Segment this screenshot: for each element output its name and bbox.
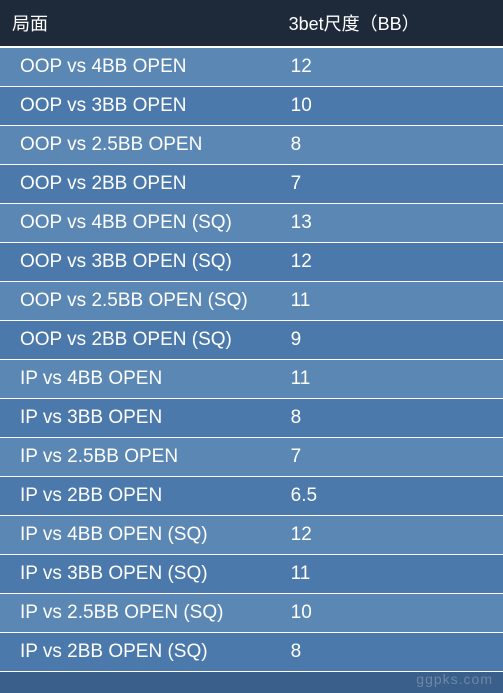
header-situation: 局面: [0, 0, 277, 47]
table-row: OOP vs 3BB OPEN (SQ)12: [0, 243, 503, 282]
cell-size: 9: [277, 321, 503, 360]
cell-situation: IP vs 2BB OPEN: [0, 477, 277, 516]
cell-situation: OOP vs 2.5BB OPEN: [0, 126, 277, 165]
cell-situation: IP vs 2BB OPEN (SQ): [0, 633, 277, 672]
table-row: IP vs 2BB OPEN (SQ)8: [0, 633, 503, 672]
cell-situation: IP vs 2.5BB OPEN (SQ): [0, 594, 277, 633]
table-row: OOP vs 2.5BB OPEN (SQ)11: [0, 282, 503, 321]
cell-situation: IP vs 4BB OPEN: [0, 360, 277, 399]
cell-situation: IP vs 2.5BB OPEN: [0, 438, 277, 477]
table-row: IP vs 2.5BB OPEN (SQ)10: [0, 594, 503, 633]
cell-size: 7: [277, 165, 503, 204]
cell-size: 10: [277, 87, 503, 126]
cell-situation: OOP vs 4BB OPEN (SQ): [0, 204, 277, 243]
cell-size: 12: [277, 516, 503, 555]
cell-size: 11: [277, 555, 503, 594]
cell-situation: OOP vs 2.5BB OPEN (SQ): [0, 282, 277, 321]
cell-situation: IP vs 4BB OPEN (SQ): [0, 516, 277, 555]
watermark-text: ggpks.com: [416, 671, 493, 687]
table-row: OOP vs 4BB OPEN12: [0, 47, 503, 87]
table-row: IP vs 4BB OPEN (SQ)12: [0, 516, 503, 555]
cell-situation: IP vs 3BB OPEN: [0, 399, 277, 438]
cell-situation: OOP vs 2BB OPEN: [0, 165, 277, 204]
table-row: OOP vs 2.5BB OPEN8: [0, 126, 503, 165]
table-row: IP vs 3BB OPEN (SQ)11: [0, 555, 503, 594]
cell-size: 8: [277, 126, 503, 165]
table-row: OOP vs 2BB OPEN (SQ)9: [0, 321, 503, 360]
cell-situation: IP vs 3BB OPEN (SQ): [0, 555, 277, 594]
header-size: 3bet尺度（BB）: [277, 0, 503, 47]
cell-situation: OOP vs 3BB OPEN: [0, 87, 277, 126]
table-row: IP vs 4BB OPEN11: [0, 360, 503, 399]
cell-size: 11: [277, 360, 503, 399]
cell-size: 10: [277, 594, 503, 633]
table-row: IP vs 2BB OPEN6.5: [0, 477, 503, 516]
table-header-row: 局面 3bet尺度（BB）: [0, 0, 503, 47]
table-row: IP vs 3BB OPEN8: [0, 399, 503, 438]
cell-size: 8: [277, 633, 503, 672]
cell-situation: OOP vs 3BB OPEN (SQ): [0, 243, 277, 282]
table-row: OOP vs 2BB OPEN7: [0, 165, 503, 204]
cell-size: 12: [277, 243, 503, 282]
cell-size: 11: [277, 282, 503, 321]
cell-situation: OOP vs 2BB OPEN (SQ): [0, 321, 277, 360]
table-row: OOP vs 3BB OPEN10: [0, 87, 503, 126]
threebet-size-table: 局面 3bet尺度（BB） OOP vs 4BB OPEN12OOP vs 3B…: [0, 0, 503, 672]
cell-size: 8: [277, 399, 503, 438]
cell-size: 13: [277, 204, 503, 243]
table-row: OOP vs 4BB OPEN (SQ)13: [0, 204, 503, 243]
cell-size: 12: [277, 47, 503, 87]
table-row: IP vs 2.5BB OPEN7: [0, 438, 503, 477]
cell-size: 7: [277, 438, 503, 477]
cell-size: 6.5: [277, 477, 503, 516]
cell-situation: OOP vs 4BB OPEN: [0, 47, 277, 87]
